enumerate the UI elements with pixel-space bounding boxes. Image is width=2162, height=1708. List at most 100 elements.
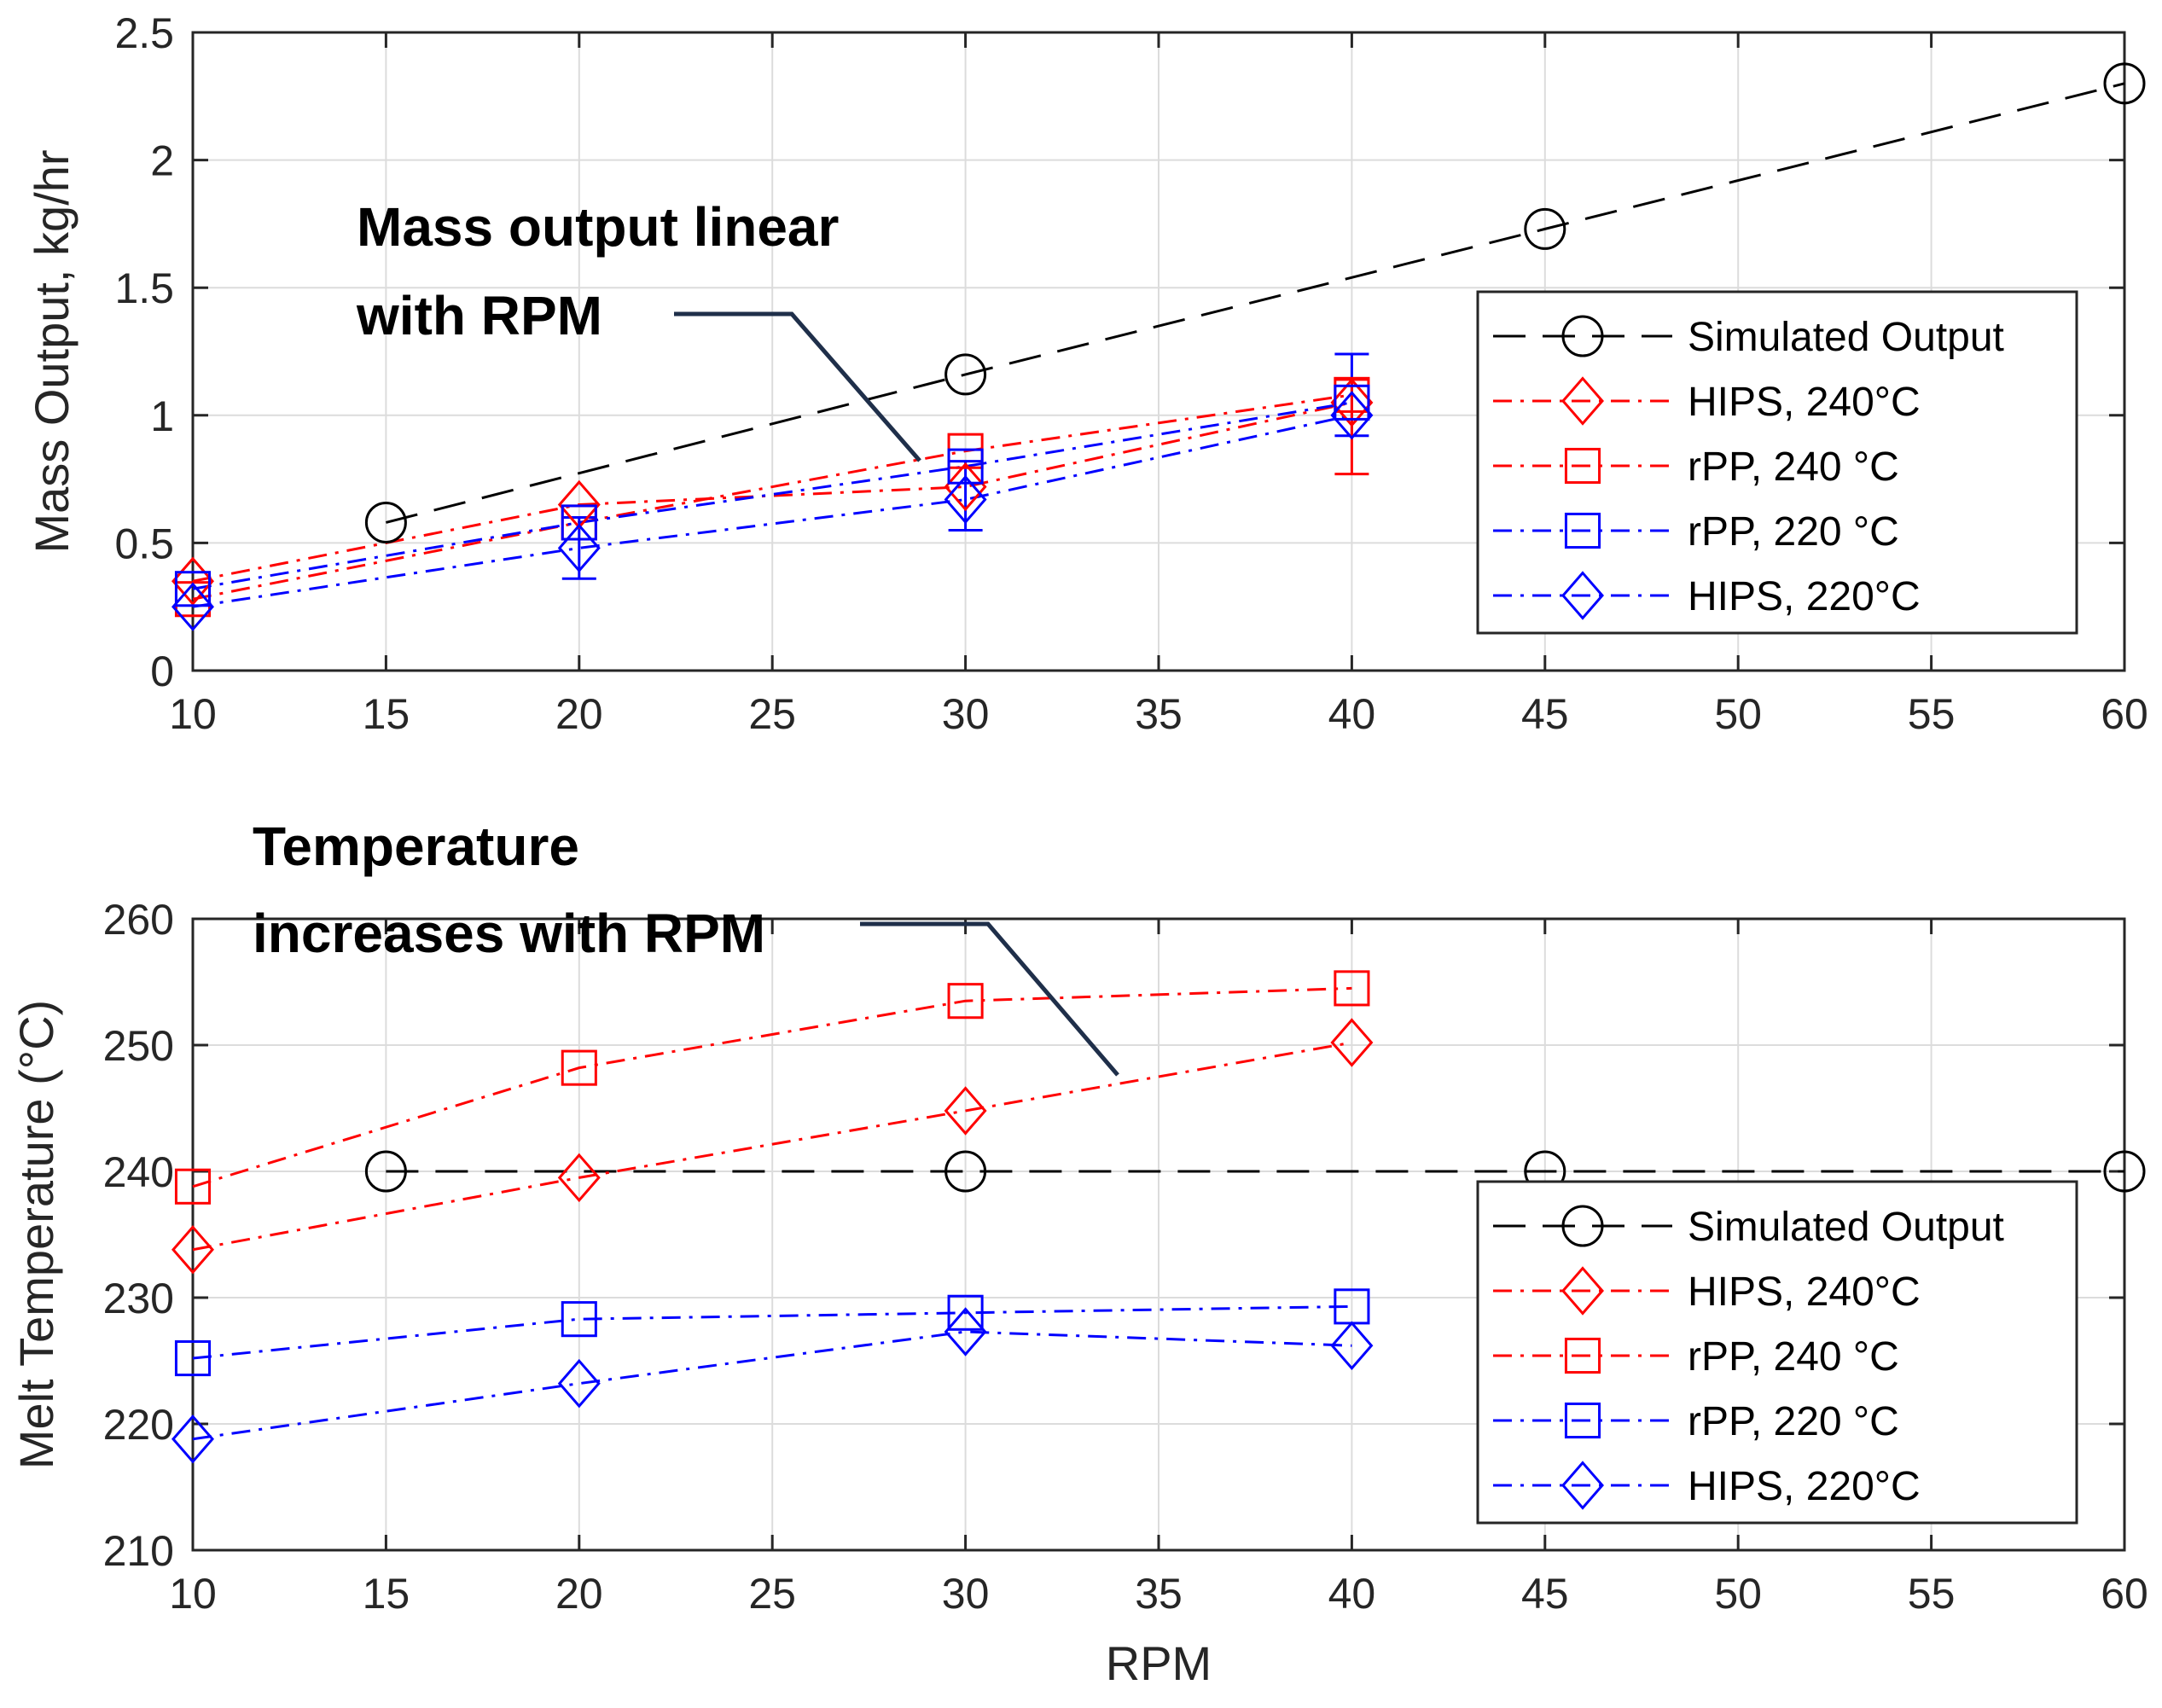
x-tick-label: 30 <box>942 690 990 738</box>
x-axis-label: RPM <box>1106 1636 1212 1690</box>
data-point-series-4 <box>947 448 984 485</box>
data-point-series-3 <box>1334 970 1370 1007</box>
data-point-series-4 <box>561 504 597 541</box>
legend-label: rPP, 220 °C <box>1688 1399 1899 1444</box>
data-point-series-3 <box>947 983 984 1020</box>
data-point-series-2 <box>557 1153 601 1203</box>
x-tick-label: 60 <box>2101 1570 2148 1618</box>
annotation-leader-line <box>860 921 1119 1077</box>
data-point-series-5 <box>944 474 987 525</box>
legend-label: Simulated Output <box>1688 1205 2004 1250</box>
legend-marker <box>1561 1266 1604 1316</box>
y-tick-label: 220 <box>103 1401 174 1449</box>
chart-2: 10 15 20 25 30 35 40 45 50 55 60 210 220 230 240 250 260… <box>9 816 2148 1690</box>
data-point-series-2 <box>171 556 214 607</box>
y-tick-label: 1 <box>150 392 174 440</box>
x-tick-label: 60 <box>2101 690 2148 738</box>
data-point-series-1 <box>364 501 407 543</box>
data-point-series-4 <box>561 1301 597 1338</box>
annotation-text: Temperature <box>253 816 579 877</box>
legend-marker <box>1564 512 1601 549</box>
data-point-series-5 <box>557 523 601 573</box>
data-point-series-1 <box>944 353 987 396</box>
y-tick-label: 250 <box>103 1022 174 1070</box>
data-point-series-4 <box>174 1339 212 1377</box>
legend-marker <box>1564 1402 1601 1439</box>
data-point-series-1 <box>944 1150 987 1193</box>
data-point-series-4 <box>1334 384 1370 421</box>
y-tick-label: 1.5 <box>114 264 174 312</box>
x-tick-label: 40 <box>1328 1570 1376 1618</box>
legend-label: rPP, 240 °C <box>1688 1334 1899 1380</box>
annotation-text: Mass output linear <box>357 196 839 258</box>
x-tick-label: 20 <box>555 1570 603 1618</box>
x-tick-label: 45 <box>1521 690 1569 738</box>
x-tick-label: 35 <box>1135 690 1183 738</box>
x-tick-label: 55 <box>1908 690 1956 738</box>
data-point-series-3 <box>174 1168 212 1205</box>
y-tick-label: 2.5 <box>114 9 174 57</box>
data-point-series-5 <box>1330 391 1374 440</box>
annotation-leader-line <box>674 311 921 462</box>
legend-box <box>1476 1180 2078 1525</box>
x-tick-label: 45 <box>1521 1570 1569 1618</box>
legend-label: HIPS, 220°C <box>1688 1464 1921 1509</box>
data-point-series-4 <box>174 571 212 607</box>
data-point-series-1 <box>2103 1150 2146 1193</box>
x-tick-label: 50 <box>1714 690 1762 738</box>
series-line-2 <box>192 1041 1352 1252</box>
x-tick-label: 15 <box>363 690 410 738</box>
x-tick-label: 55 <box>1908 1570 1956 1618</box>
y-tick-label: 210 <box>103 1527 174 1575</box>
legend-label: HIPS, 240°C <box>1688 380 1921 425</box>
data-point-series-2 <box>944 462 987 512</box>
y-tick-label: 230 <box>103 1275 174 1322</box>
annotation-text: with RPM <box>356 285 602 346</box>
legend-marker <box>1561 571 1604 620</box>
legend-label: rPP, 240 °C <box>1688 444 1899 490</box>
series-line-3 <box>192 393 1352 601</box>
data-point-series-5 <box>171 582 214 631</box>
chart-1: 10 15 20 25 30 35 40 45 50 55 60 0 0.5 1 1.5 2 2.5 Mass O… <box>25 9 2148 738</box>
legend-label: Simulated Output <box>1688 315 2004 360</box>
data-point-series-4 <box>947 1294 984 1331</box>
legend-marker <box>1561 1205 1604 1247</box>
x-tick-label: 10 <box>169 1570 217 1618</box>
x-tick-label: 25 <box>748 690 796 738</box>
data-point-series-2 <box>944 1086 987 1136</box>
data-point-series-1 <box>2103 62 2146 105</box>
data-point-series-2 <box>1330 378 1374 427</box>
x-tick-label: 25 <box>748 1570 796 1618</box>
series-line-3 <box>192 986 1352 1188</box>
legend-box <box>1476 290 2078 635</box>
data-point-series-1 <box>364 1150 407 1193</box>
y-axis-label: Mass Output, kg/hr <box>25 149 78 553</box>
x-tick-label: 35 <box>1135 1570 1183 1618</box>
legend-label: HIPS, 220°C <box>1688 574 1921 619</box>
data-point-series-5 <box>171 1415 214 1464</box>
x-tick-label: 50 <box>1714 1570 1762 1618</box>
series-line-1 <box>386 82 2125 524</box>
y-tick-label: 2 <box>150 137 174 185</box>
data-point-series-2 <box>1330 1018 1374 1067</box>
y-tick-label: 240 <box>103 1148 174 1196</box>
y-tick-label: 260 <box>103 896 174 944</box>
y-axis-label: Melt Temperature (°C) <box>9 1000 63 1469</box>
data-point-series-3 <box>561 1049 597 1086</box>
y-tick-label: 0.5 <box>114 520 174 567</box>
legend-marker <box>1561 376 1604 426</box>
legend-label: HIPS, 240°C <box>1688 1269 1921 1315</box>
legend-marker <box>1564 1337 1601 1374</box>
legend-label: rPP, 220 °C <box>1688 509 1899 555</box>
x-tick-label: 20 <box>555 690 603 738</box>
legend-marker <box>1561 1461 1604 1510</box>
data-point-series-5 <box>944 1307 987 1357</box>
annotation-text: increases with RPM <box>253 903 765 964</box>
data-point-series-1 <box>1524 207 1566 250</box>
legend-marker <box>1564 447 1601 485</box>
data-point-series-2 <box>171 1225 214 1275</box>
x-tick-label: 30 <box>942 1570 990 1618</box>
x-tick-label: 15 <box>363 1570 410 1618</box>
